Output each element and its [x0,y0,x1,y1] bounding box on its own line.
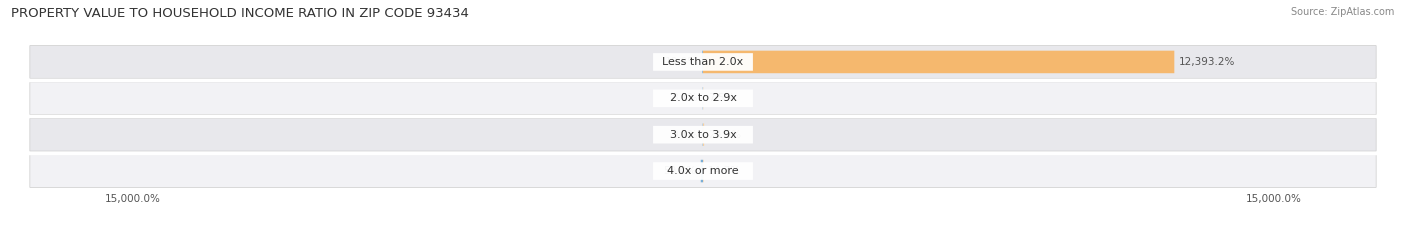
FancyBboxPatch shape [30,118,1376,151]
FancyBboxPatch shape [30,155,1376,187]
Text: 7.5%: 7.5% [707,93,734,103]
Text: 8.1%: 8.1% [672,93,699,103]
FancyBboxPatch shape [30,46,1376,78]
FancyBboxPatch shape [652,53,754,71]
Text: 29.6%: 29.6% [709,130,742,140]
FancyBboxPatch shape [652,89,754,107]
Text: PROPERTY VALUE TO HOUSEHOLD INCOME RATIO IN ZIP CODE 93434: PROPERTY VALUE TO HOUSEHOLD INCOME RATIO… [11,7,470,20]
Text: Less than 2.0x: Less than 2.0x [662,57,744,67]
Text: 9.1%: 9.1% [672,130,699,140]
Text: Source: ZipAtlas.com: Source: ZipAtlas.com [1291,7,1395,17]
Text: 3.0x to 3.9x: 3.0x to 3.9x [669,130,737,140]
FancyBboxPatch shape [652,126,754,144]
Text: 4.0x or more: 4.0x or more [668,166,738,176]
Text: 12,393.2%: 12,393.2% [1178,57,1236,67]
Text: 59.0%: 59.0% [664,166,696,176]
Text: 2.0x to 2.9x: 2.0x to 2.9x [669,93,737,103]
FancyBboxPatch shape [30,82,1376,115]
FancyBboxPatch shape [703,51,1174,73]
FancyBboxPatch shape [652,162,754,180]
Text: 18.8%: 18.8% [665,57,697,67]
Text: 14.7%: 14.7% [709,166,741,176]
FancyBboxPatch shape [700,160,703,182]
